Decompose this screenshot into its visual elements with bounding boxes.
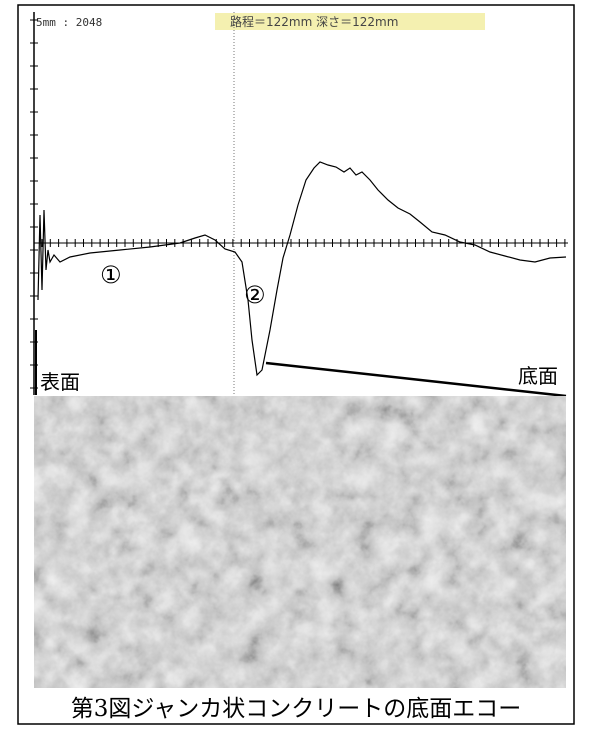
- axis-ticks: [30, 19, 566, 389]
- concrete-photo: [34, 396, 566, 688]
- surface-label: 表面: [40, 370, 80, 394]
- echo-2-label: ②: [244, 281, 266, 309]
- caption: 第3図ジャンカ状コンクリートの底面エコー: [71, 696, 521, 722]
- range-label: 5mm : 2048: [36, 16, 102, 29]
- waveform-panel: 5mm : 2048 路程＝122mm 深さ＝122mm ① ② 表面 底面: [30, 12, 568, 398]
- bottom-echo-pointer: [265, 361, 567, 398]
- header-bg: [215, 13, 485, 30]
- bottom-label: 底面: [518, 364, 558, 388]
- echo-waveform: [37, 161, 567, 377]
- echo-1-label: ①: [100, 261, 122, 289]
- header: 路程＝122mm 深さ＝122mm: [230, 14, 398, 29]
